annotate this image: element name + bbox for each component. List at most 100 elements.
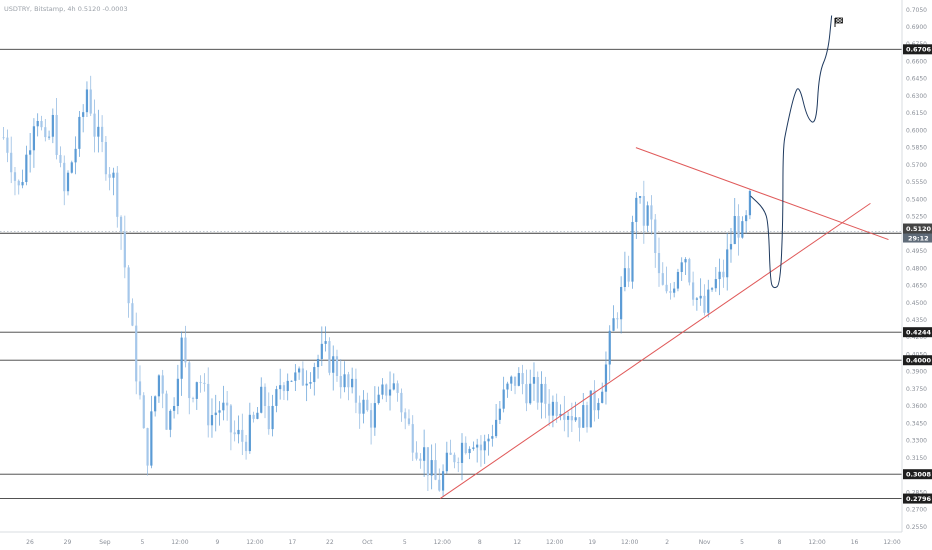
candle-body [119, 216, 123, 232]
candle-body [582, 405, 585, 428]
x-tick-label: 12:00 [246, 539, 263, 546]
candle-body [498, 408, 501, 420]
trendline-resistance[interactable] [635, 147, 889, 241]
candle-body [271, 405, 274, 430]
candle-body [229, 405, 233, 433]
candle-body [59, 154, 62, 163]
candle-body [244, 441, 248, 452]
y-tick-label: 0.5400 [906, 196, 927, 203]
candle-body [748, 191, 752, 216]
candle-body [282, 385, 286, 392]
candle-body [464, 442, 467, 454]
candle-body [638, 196, 642, 198]
y-tick-label: 0.5550 [906, 179, 927, 186]
candle-body [585, 405, 589, 428]
candle-body [684, 259, 687, 263]
candle-body [55, 114, 58, 155]
x-tick-label: 29 [64, 539, 72, 546]
x-tick-label: 5 [740, 539, 744, 546]
candle-body [438, 479, 441, 491]
candle-body [495, 419, 498, 437]
price-label: 0.3008 [906, 471, 932, 479]
candle-body [601, 391, 604, 403]
candle-body [305, 383, 308, 386]
candle-body [366, 399, 369, 411]
candle-body [718, 271, 721, 280]
candle-body [563, 413, 566, 420]
candle-body [726, 249, 729, 278]
candle-body [226, 402, 229, 406]
y-tick-label: 0.4800 [906, 265, 927, 272]
candle-body [237, 429, 240, 435]
y-tick-label: 0.7050 [906, 7, 927, 14]
candle-body [180, 337, 183, 379]
candle-body [521, 373, 524, 385]
candle-body [589, 390, 592, 428]
symbol-header: USDTRY, Bitstamp, 4h 0.5120 -0.0003 [4, 5, 128, 13]
candle-body [199, 382, 202, 383]
candle-body [184, 337, 187, 363]
price-axis[interactable]: 0.70500.69000.67500.66000.64500.63000.61… [901, 0, 927, 532]
candle-body [441, 471, 445, 491]
candle-body [123, 231, 126, 268]
candle-body [570, 416, 573, 421]
y-tick-label: 0.5700 [906, 162, 927, 169]
candle-body [116, 172, 119, 217]
candle-body [604, 364, 608, 392]
price-label-bg [903, 469, 932, 480]
candle-body [320, 343, 323, 359]
candle-series [2, 75, 752, 497]
candle-body [566, 416, 570, 420]
y-tick-label: 0.6450 [906, 76, 927, 83]
price-label: 0.4244 [906, 328, 932, 336]
candle-body [529, 383, 532, 404]
candle-body [248, 414, 251, 452]
price-label: 0.2796 [906, 495, 932, 503]
candle-body [93, 113, 96, 137]
y-tick-label: 0.6000 [906, 127, 927, 134]
y-tick-label: 0.6150 [906, 110, 927, 117]
x-tick-label: 5 [141, 539, 145, 546]
candle-body [112, 172, 115, 178]
candle-body [339, 375, 342, 388]
price-label: 0.4000 [906, 357, 932, 365]
x-tick-label: Sep [99, 539, 111, 546]
candle-body [631, 221, 634, 282]
candle-body [256, 412, 259, 419]
candle-body [263, 386, 267, 407]
candle-body [241, 429, 244, 442]
x-tick-label: 12 [513, 539, 521, 546]
candle-body [324, 341, 327, 344]
candle-body [733, 216, 736, 245]
candle-body [650, 205, 653, 220]
candle-body [445, 452, 448, 472]
candle-body [373, 403, 376, 428]
candle-body [2, 137, 5, 139]
candle-body [710, 288, 714, 290]
candle-body [161, 375, 164, 394]
trendline-support[interactable] [439, 202, 871, 499]
candle-body [646, 205, 649, 226]
y-tick-label: 0.3750 [906, 386, 927, 393]
candle-body [559, 413, 562, 416]
candle-body [608, 330, 611, 365]
candle-body [82, 112, 85, 117]
y-tick-label: 0.3300 [906, 438, 927, 445]
candle-body [536, 377, 539, 403]
candle-body [695, 298, 698, 300]
y-tick-label: 0.4500 [906, 300, 927, 307]
candle-body [476, 444, 479, 448]
candle-body [612, 318, 615, 331]
candle-body [131, 303, 134, 326]
candle-body [150, 411, 153, 466]
candle-body [483, 441, 486, 451]
x-tick-label: 12:00 [171, 539, 188, 546]
candle-body [347, 374, 350, 388]
time-axis[interactable]: 26 29 Sep 5 12:00 9 12:00 17 22 Oct 5 12:00 8 12 12:00… [0, 531, 902, 546]
candle-body [377, 394, 380, 404]
candle-body [343, 374, 346, 388]
candle-body [369, 410, 373, 428]
candle-body [301, 368, 304, 386]
y-tick-label: 0.5850 [906, 145, 927, 152]
